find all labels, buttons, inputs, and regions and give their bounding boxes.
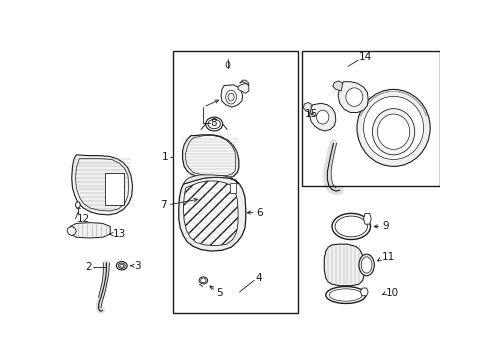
Text: 12: 12 (76, 214, 90, 224)
Ellipse shape (201, 278, 206, 283)
Ellipse shape (357, 89, 430, 166)
Text: 7: 7 (161, 200, 167, 210)
Bar (173, 51, 298, 313)
Ellipse shape (372, 109, 415, 155)
Polygon shape (230, 183, 236, 193)
Ellipse shape (116, 261, 127, 270)
Ellipse shape (359, 254, 374, 276)
Ellipse shape (332, 213, 370, 239)
Polygon shape (240, 80, 249, 85)
Ellipse shape (326, 287, 366, 303)
Text: 4: 4 (255, 273, 262, 283)
Ellipse shape (228, 93, 234, 101)
Ellipse shape (377, 114, 410, 149)
Text: 10: 10 (386, 288, 399, 298)
Polygon shape (183, 181, 238, 246)
Ellipse shape (317, 110, 329, 124)
Text: 1: 1 (162, 152, 169, 162)
Polygon shape (238, 83, 249, 93)
Ellipse shape (226, 90, 237, 104)
Bar (302, 51, 440, 186)
Polygon shape (364, 213, 371, 224)
Polygon shape (179, 177, 245, 251)
Ellipse shape (199, 277, 208, 284)
Text: 15: 15 (305, 109, 318, 119)
Ellipse shape (346, 88, 363, 106)
Ellipse shape (361, 257, 372, 273)
Polygon shape (72, 155, 132, 215)
Ellipse shape (208, 120, 220, 129)
Ellipse shape (75, 202, 80, 208)
Ellipse shape (206, 117, 222, 131)
Polygon shape (221, 85, 243, 107)
Polygon shape (338, 82, 368, 112)
Polygon shape (361, 288, 368, 296)
Ellipse shape (329, 289, 363, 301)
Text: 5: 5 (217, 288, 223, 298)
Ellipse shape (120, 264, 123, 267)
Text: 6: 6 (257, 208, 263, 217)
Text: 14: 14 (359, 52, 372, 62)
Ellipse shape (335, 216, 368, 237)
Polygon shape (324, 244, 365, 286)
Polygon shape (310, 103, 336, 131)
Polygon shape (333, 81, 343, 91)
Text: 3: 3 (134, 261, 141, 271)
Ellipse shape (226, 62, 230, 68)
Text: 2: 2 (85, 262, 92, 272)
Polygon shape (183, 135, 239, 179)
Ellipse shape (364, 96, 424, 159)
Polygon shape (183, 175, 238, 184)
Text: 9: 9 (382, 221, 389, 231)
Text: 8: 8 (210, 117, 217, 127)
Text: 11: 11 (382, 252, 395, 262)
Ellipse shape (118, 263, 125, 269)
Polygon shape (105, 172, 124, 205)
Polygon shape (70, 222, 110, 238)
Polygon shape (303, 103, 311, 112)
Polygon shape (67, 226, 76, 236)
Text: 13: 13 (113, 229, 126, 239)
